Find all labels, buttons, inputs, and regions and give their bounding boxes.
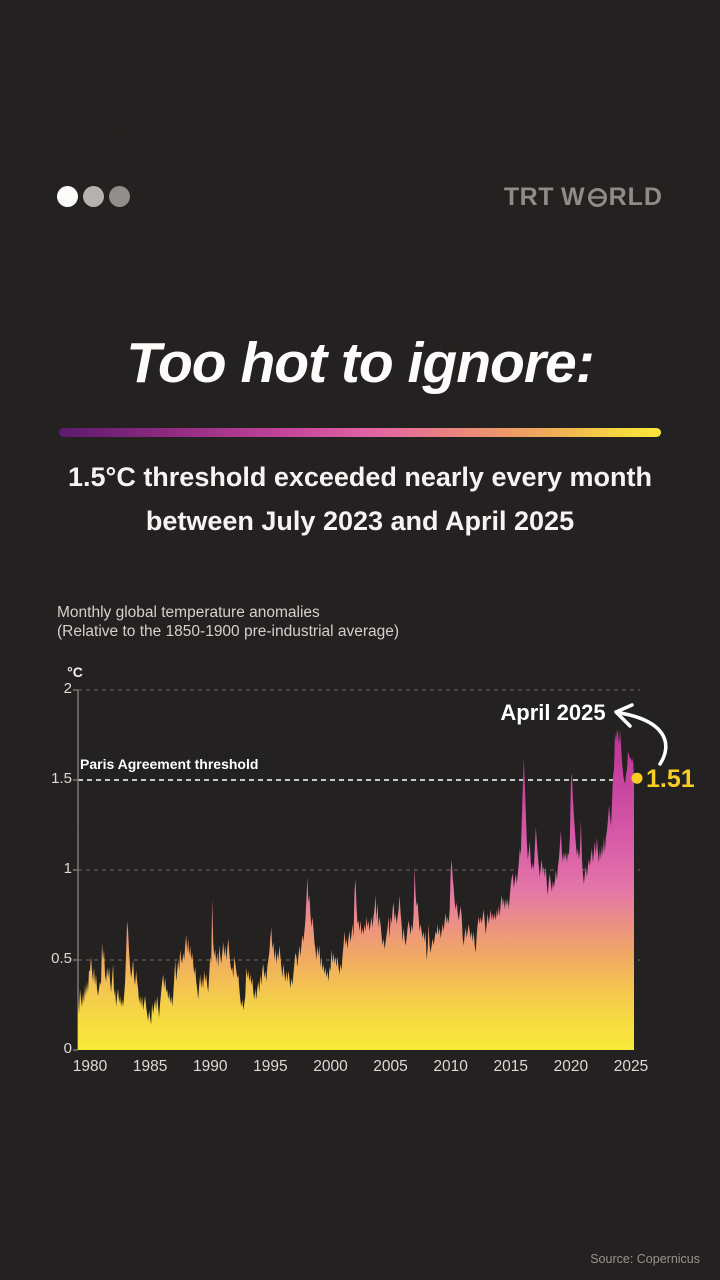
x-tick-label: 1990: [192, 1058, 228, 1075]
trt-world-logo: TRT W RLD: [504, 183, 663, 212]
chart-subtitle: (Relative to the 1850-1900 pre-industria…: [57, 623, 400, 640]
carousel-dot-active: [57, 186, 78, 207]
carousel-dot: [83, 186, 104, 207]
chart-title: Monthly global temperature anomalies: [57, 604, 320, 621]
subtitle-line-1: 1.5°C threshold exceeded nearly every mo…: [67, 462, 653, 492]
temperature-area-chart: [73, 689, 668, 1051]
x-tick-label: 2005: [373, 1058, 408, 1075]
carousel-dot: [109, 186, 130, 207]
globe-o-icon: [587, 188, 607, 207]
chart-area-series: [78, 729, 643, 1050]
source-credit: Source: Copernicus: [590, 1252, 700, 1266]
subtitle-line-2: between July 2023 and April 2025: [145, 506, 575, 536]
y-tick-label: 2: [63, 680, 72, 697]
page-title: Too hot to ignore:: [126, 331, 594, 395]
y-tick-label: 0.5: [51, 950, 72, 967]
temperature-anomaly-area: [78, 729, 634, 1050]
arrow-annotation: [614, 703, 668, 766]
x-tick-label: 2020: [553, 1058, 589, 1075]
logo-trt-text: TRT: [503, 183, 554, 211]
annotation-value-label: 1.51: [646, 765, 695, 793]
threshold-label: Paris Agreement threshold: [80, 756, 259, 772]
y-tick-label: 1: [63, 860, 72, 877]
logo-world-text: W RLD: [561, 183, 663, 211]
y-axis-unit-label: °C: [67, 664, 83, 680]
y-tick-label: 1.5: [51, 770, 72, 787]
x-tick-label: 1980: [72, 1058, 108, 1075]
carousel-dots: [57, 186, 130, 207]
x-tick-label: 1995: [253, 1058, 288, 1075]
gradient-divider: [59, 428, 661, 437]
april-2025-data-point: [631, 772, 643, 784]
x-tick-label: 2015: [493, 1058, 528, 1075]
x-tick-label: 2010: [433, 1058, 468, 1075]
subtitle: 1.5°C threshold exceeded nearly every mo…: [0, 455, 720, 543]
annotation-label: April 2025: [500, 700, 606, 725]
x-tick-label: 2025: [613, 1058, 649, 1075]
y-tick-label: 0: [63, 1040, 72, 1057]
x-tick-label: 2000: [313, 1058, 348, 1075]
x-tick-label: 1985: [132, 1058, 168, 1075]
chart-note: Monthly global temperature anomalies (Re…: [57, 603, 399, 641]
